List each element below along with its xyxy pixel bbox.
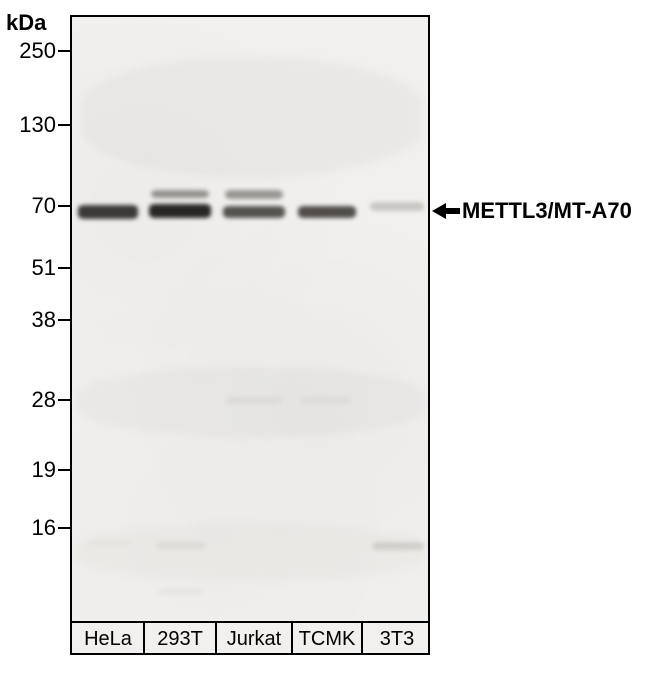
mw-marker-250: 250 — [6, 38, 56, 64]
smudge-2 — [76, 522, 426, 582]
band-8 — [300, 397, 352, 404]
target-annotation: METTL3/MT-A70 — [432, 198, 632, 224]
mw-marker-130: 130 — [6, 112, 56, 138]
mw-tick-38 — [58, 319, 70, 321]
lane-label-1: 293T — [144, 628, 216, 651]
band-10 — [156, 542, 206, 549]
mw-tick-250 — [58, 50, 70, 52]
mw-marker-28: 28 — [6, 387, 56, 413]
mw-marker-16: 16 — [6, 515, 56, 541]
lane-sep-2 — [291, 623, 293, 655]
lane-label-row: HeLa 293T Jurkat TCMK 3T3 — [72, 621, 430, 655]
band-5 — [298, 206, 356, 218]
target-label: METTL3/MT-A70 — [462, 198, 632, 224]
mw-tick-51 — [58, 267, 70, 269]
lane-label-2: Jurkat — [216, 628, 292, 651]
mw-marker-38: 38 — [6, 307, 56, 333]
mw-tick-16 — [58, 527, 70, 529]
mw-tick-28 — [58, 399, 70, 401]
band-9 — [86, 540, 132, 546]
arrow-icon — [432, 201, 460, 221]
lane-sep-3 — [361, 623, 363, 655]
western-blot-figure: kDa 250 130 70 51 38 28 19 16 — [0, 0, 650, 674]
band-11 — [372, 542, 424, 550]
lane-label-0: HeLa — [72, 628, 144, 651]
kda-axis-label: kDa — [6, 10, 46, 36]
mw-tick-19 — [58, 469, 70, 471]
lane-sep-0 — [143, 623, 145, 655]
band-3 — [223, 206, 285, 218]
lane-label-4: 3T3 — [362, 628, 430, 651]
lane-sep-1 — [215, 623, 217, 655]
band-7 — [226, 397, 282, 404]
band-0 — [78, 205, 138, 219]
mw-marker-70: 70 — [6, 193, 56, 219]
mw-tick-70 — [58, 205, 70, 207]
smudge-0 — [82, 57, 422, 177]
mw-marker-19: 19 — [6, 457, 56, 483]
band-6 — [370, 202, 424, 211]
lane-label-3: TCMK — [292, 628, 362, 651]
band-12 — [158, 588, 204, 595]
band-2 — [151, 190, 209, 198]
blot-inner: HeLa 293T Jurkat TCMK 3T3 — [72, 17, 428, 653]
mw-tick-130 — [58, 124, 70, 126]
band-1 — [149, 204, 211, 218]
blot-membrane: HeLa 293T Jurkat TCMK 3T3 — [70, 15, 430, 655]
band-4 — [225, 190, 283, 199]
mw-marker-51: 51 — [6, 255, 56, 281]
